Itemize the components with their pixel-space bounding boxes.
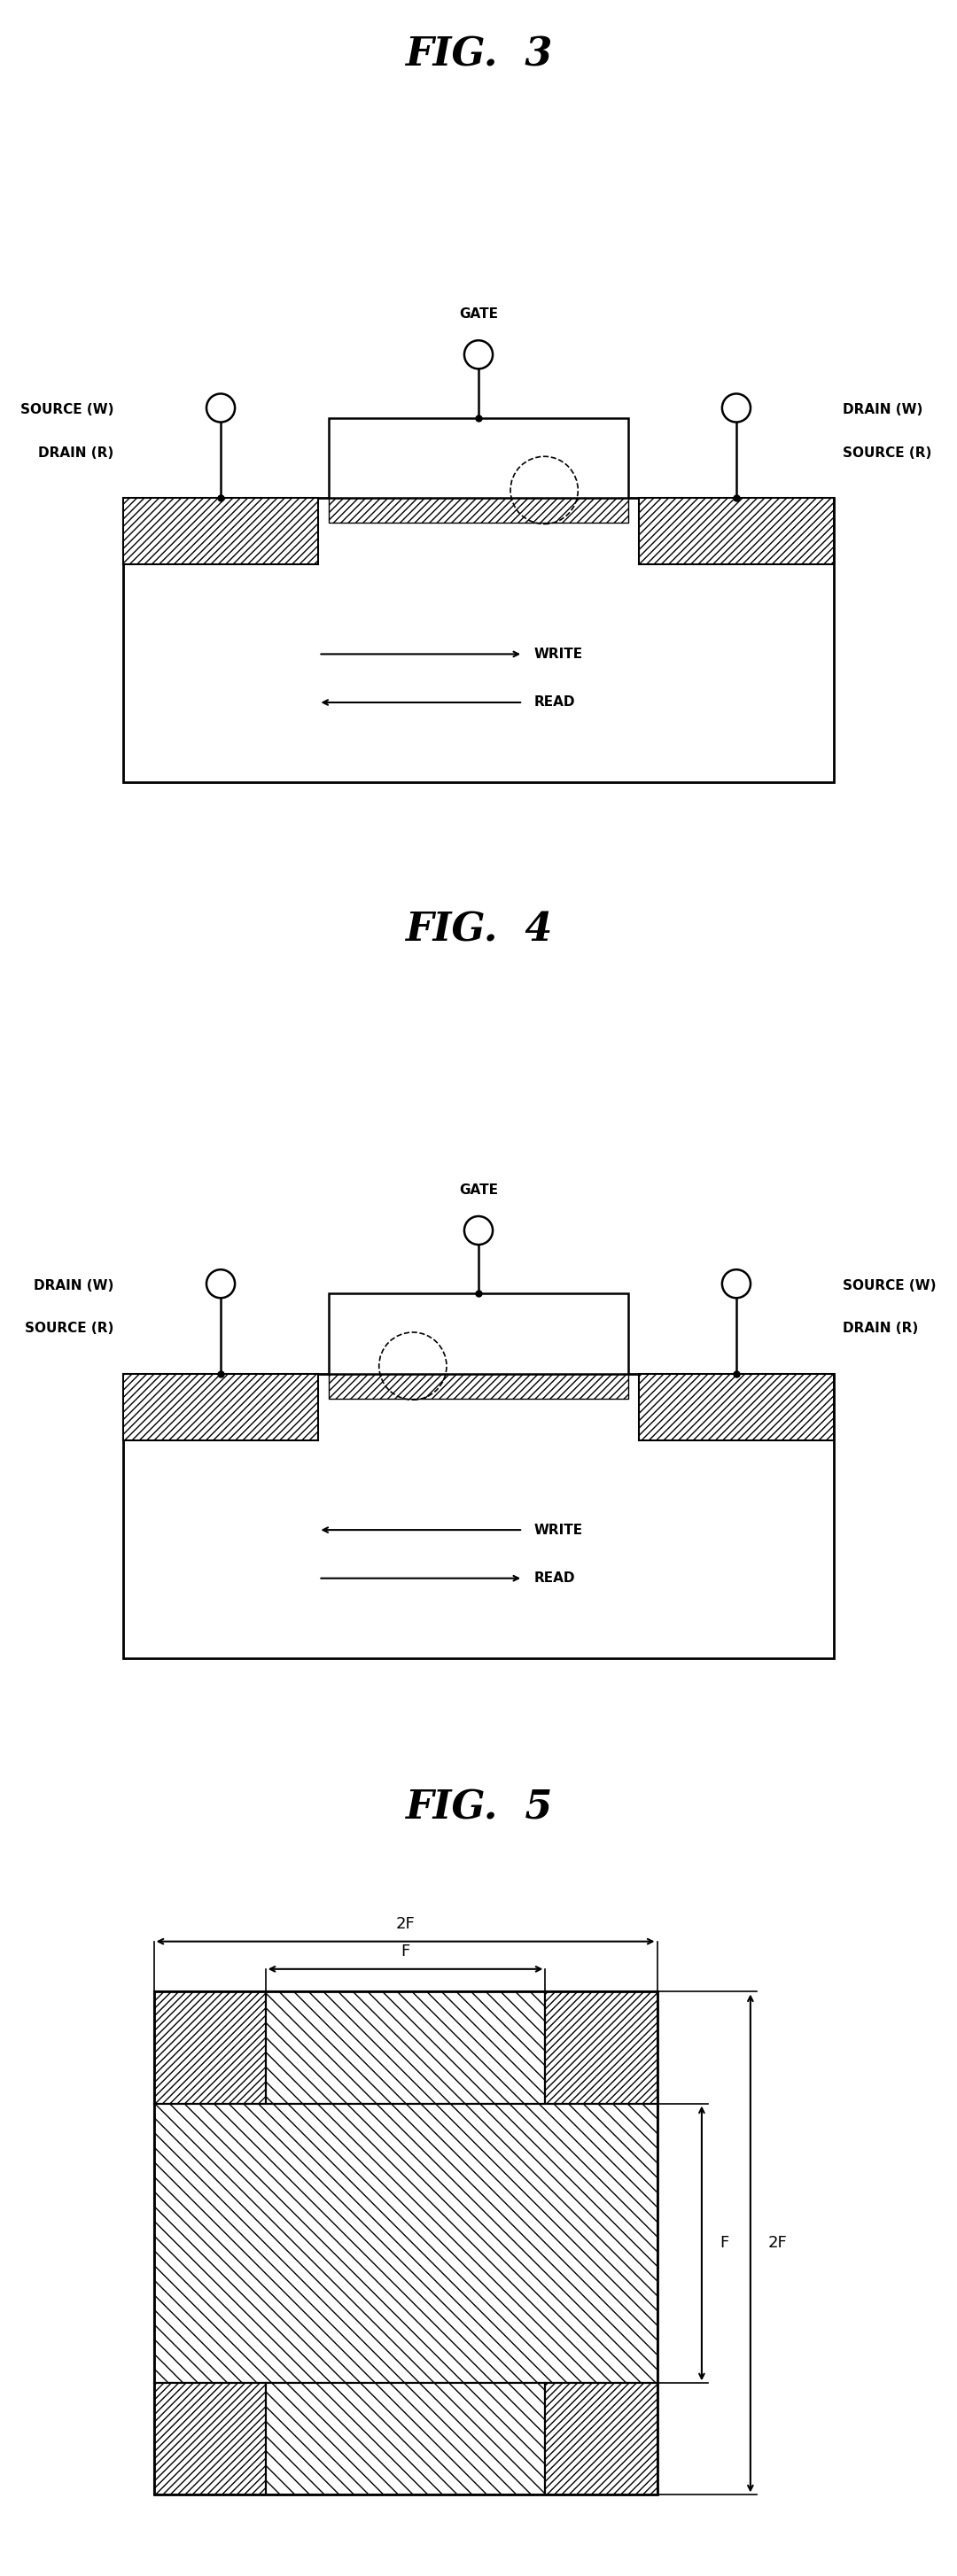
Text: SOURCE (W): SOURCE (W) [843, 1280, 937, 1293]
Text: F: F [720, 2236, 728, 2251]
Bar [329, 1373, 628, 1399]
Bar [154, 1991, 265, 2105]
Bar [122, 497, 319, 564]
Bar [265, 1991, 545, 2105]
Bar [154, 1991, 657, 2494]
Bar [265, 2383, 545, 2494]
Text: 2F: 2F [396, 1917, 415, 1932]
Bar [638, 1373, 835, 1440]
Text: SOURCE (R): SOURCE (R) [843, 446, 932, 459]
Text: DRAIN (R): DRAIN (R) [38, 446, 114, 459]
Bar [329, 1293, 628, 1373]
Text: GATE: GATE [459, 307, 498, 322]
Bar [122, 1373, 319, 1440]
Bar [545, 1991, 657, 2105]
Text: FIG.  5: FIG. 5 [405, 1788, 552, 1826]
Text: FIG.  3: FIG. 3 [405, 36, 552, 75]
Text: SOURCE (R): SOURCE (R) [25, 1321, 114, 1334]
Text: GATE: GATE [459, 1182, 498, 1198]
Text: DRAIN (R): DRAIN (R) [843, 1321, 919, 1334]
Text: DRAIN (W): DRAIN (W) [33, 1280, 114, 1293]
Text: SOURCE (W): SOURCE (W) [20, 404, 114, 417]
Text: FIG.  4: FIG. 4 [405, 912, 552, 951]
Text: WRITE: WRITE [534, 1522, 583, 1535]
Bar [638, 497, 835, 564]
Bar [154, 2105, 657, 2383]
Bar [329, 417, 628, 497]
Text: WRITE: WRITE [534, 647, 583, 659]
Text: READ: READ [534, 1571, 575, 1584]
Text: F: F [401, 1942, 410, 1960]
Bar [122, 1373, 835, 1659]
Text: DRAIN (W): DRAIN (W) [843, 404, 924, 417]
Bar [154, 2383, 265, 2494]
Text: READ: READ [534, 696, 575, 708]
Bar [329, 497, 628, 523]
Text: 2F: 2F [768, 2236, 788, 2251]
Bar [122, 497, 835, 783]
Bar [545, 2383, 657, 2494]
